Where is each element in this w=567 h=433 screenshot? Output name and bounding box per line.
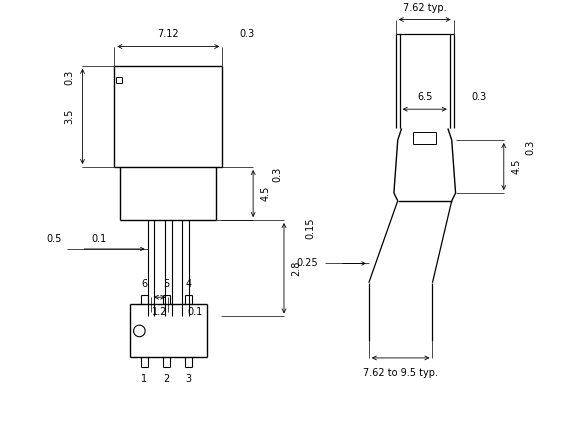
Text: 3: 3: [185, 374, 192, 384]
Text: 0.1: 0.1: [91, 234, 107, 244]
Text: 6.5: 6.5: [417, 92, 433, 103]
Text: 4: 4: [185, 279, 192, 289]
Text: 6: 6: [141, 279, 147, 289]
Text: 7.62 typ.: 7.62 typ.: [403, 3, 447, 13]
Text: 0.3: 0.3: [471, 92, 486, 103]
Text: 0.5: 0.5: [47, 234, 62, 244]
Text: 7.62 to 9.5 typ.: 7.62 to 9.5 typ.: [363, 368, 438, 378]
Text: 4.5: 4.5: [511, 159, 522, 174]
Text: 4.5: 4.5: [261, 186, 271, 201]
Text: 0.15: 0.15: [305, 217, 315, 239]
Text: 2: 2: [163, 374, 170, 384]
Text: 0.3: 0.3: [272, 167, 282, 182]
Text: 0.3: 0.3: [240, 29, 255, 39]
Text: 0.1: 0.1: [188, 307, 203, 317]
Text: 0.3: 0.3: [525, 140, 535, 155]
Text: 7.12: 7.12: [158, 29, 179, 39]
Text: 0.3: 0.3: [65, 70, 75, 85]
Text: 0.25: 0.25: [296, 259, 318, 268]
Text: 1: 1: [141, 374, 147, 384]
Text: 2.8: 2.8: [291, 261, 302, 276]
Text: 3.5: 3.5: [65, 109, 75, 124]
Text: 5: 5: [163, 279, 170, 289]
Text: 1.2: 1.2: [152, 307, 167, 317]
